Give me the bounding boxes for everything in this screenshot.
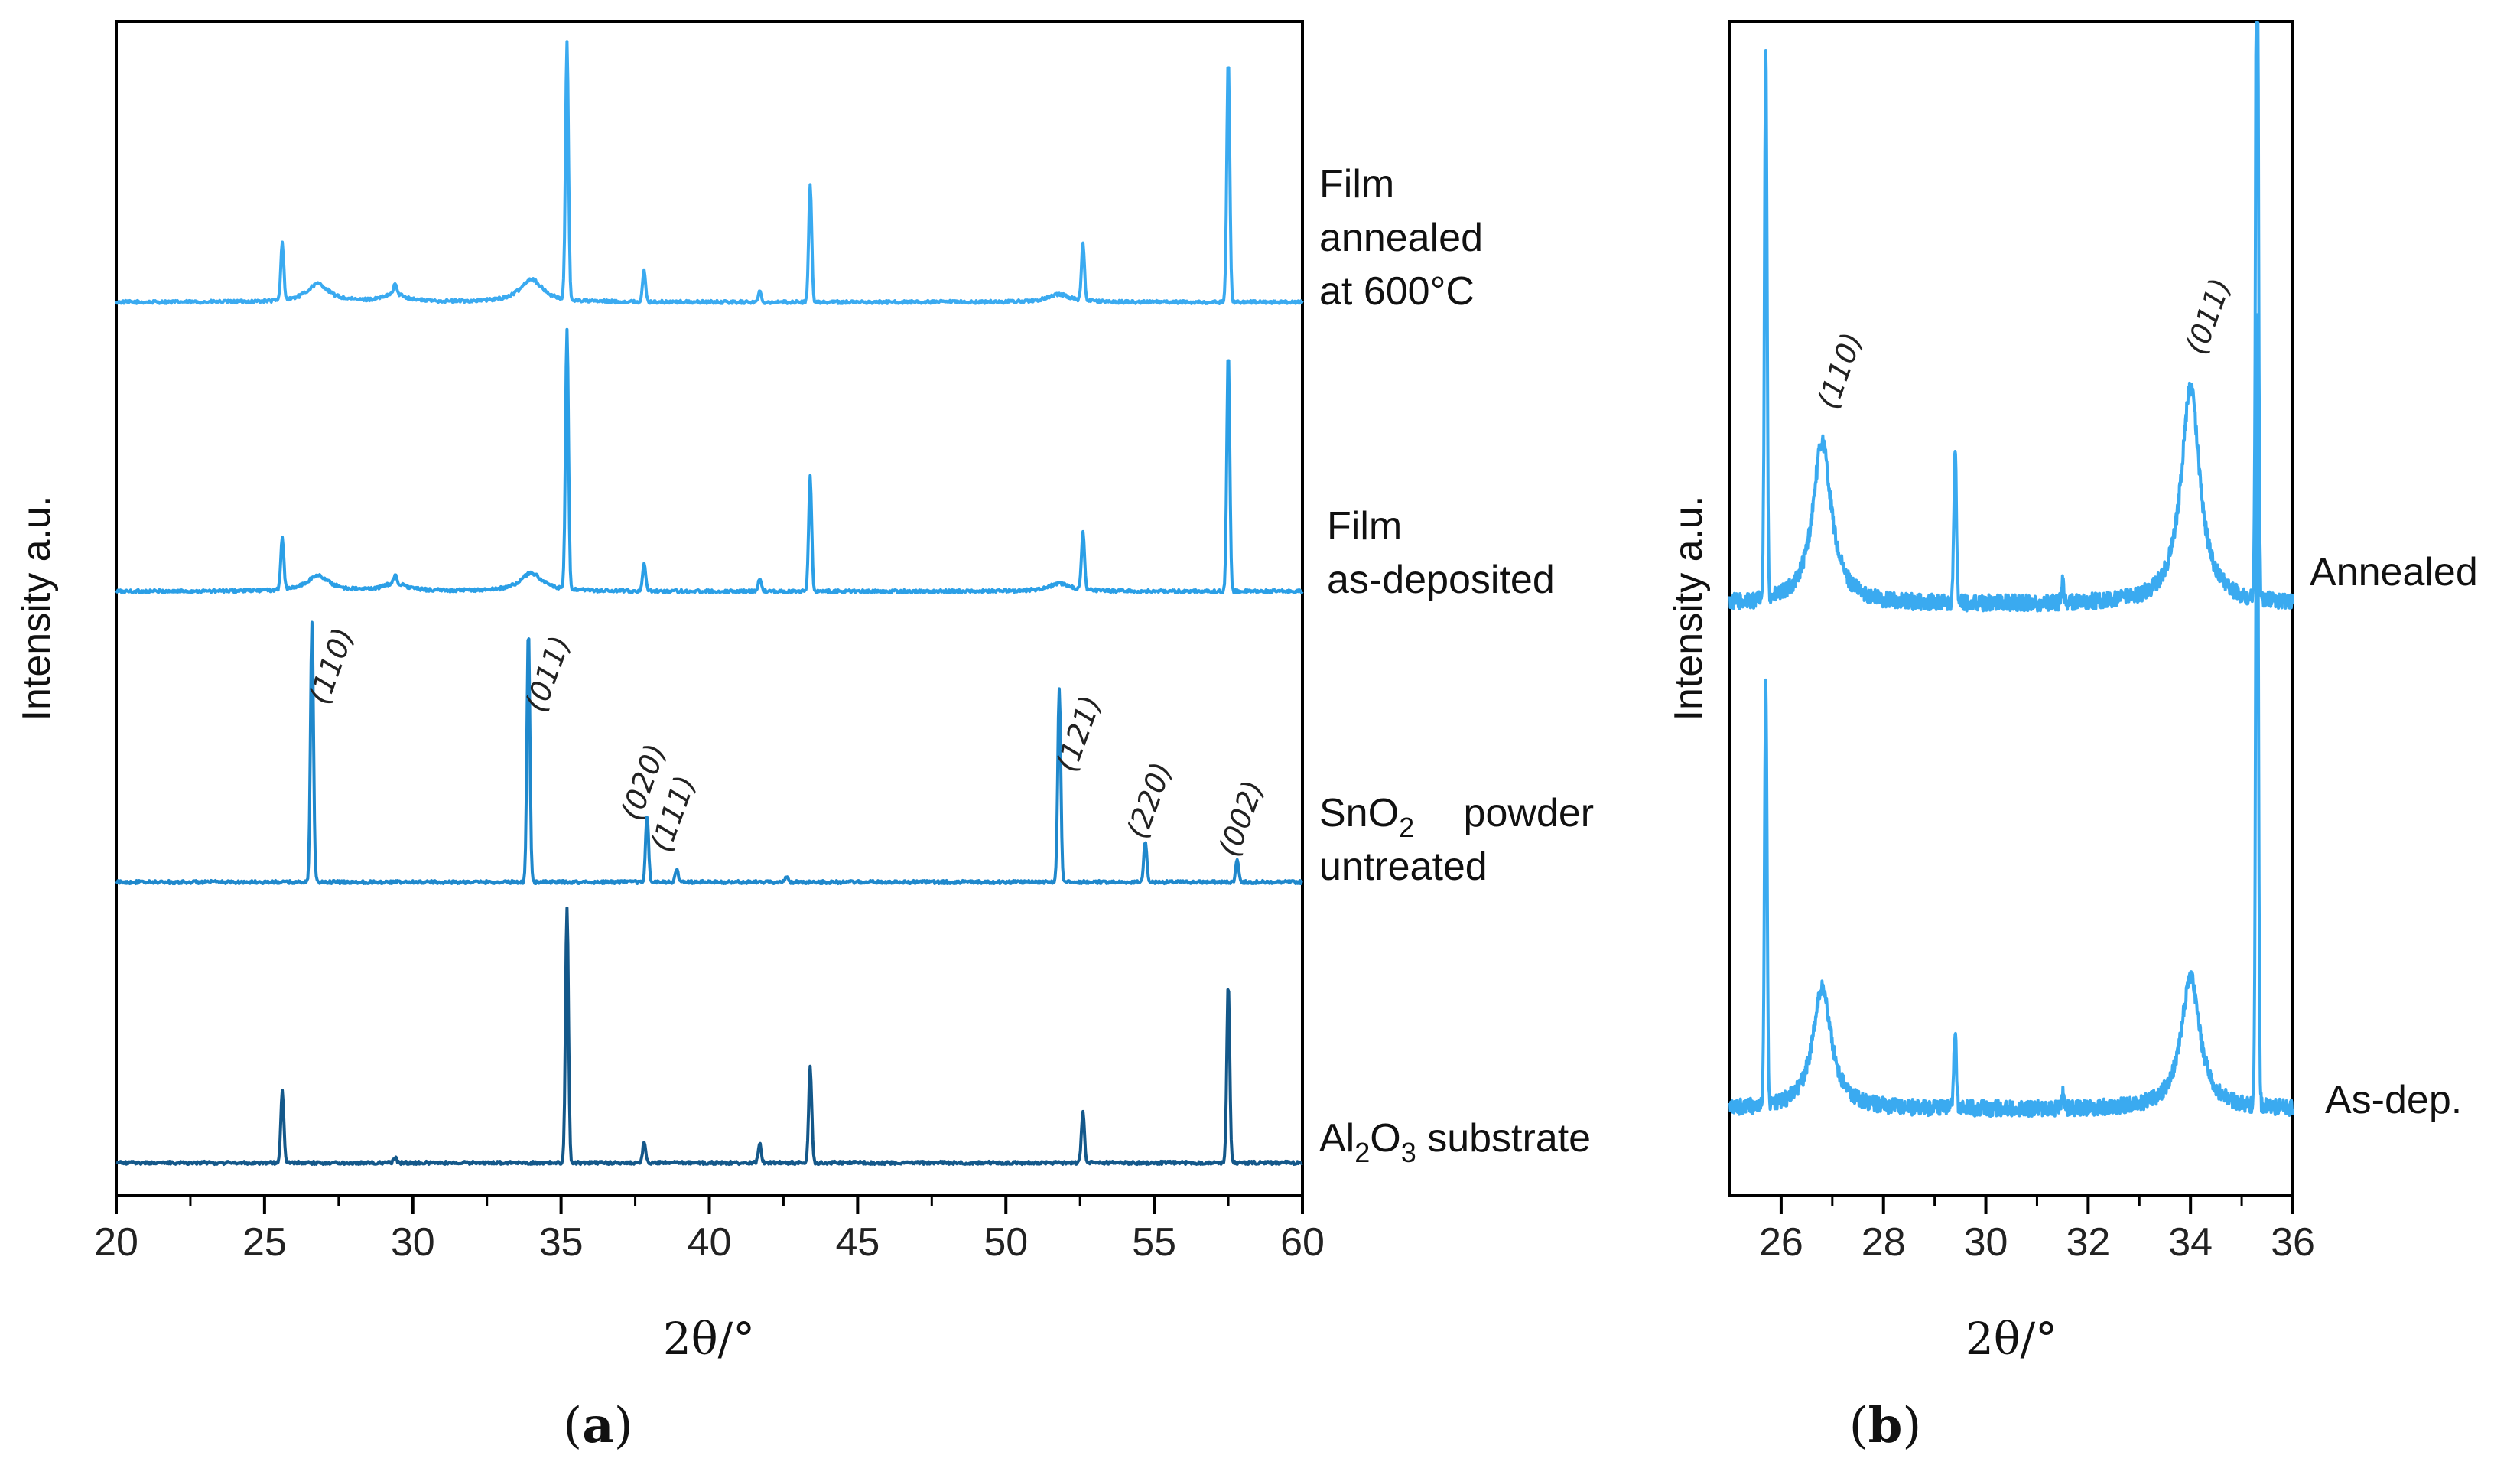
panel-a-chart: 20 25 30 35 40 45 50 55 60 (110) (011)(020)(111)(… (15, 20, 1594, 1454)
panel-b-x-axis-title: 2θ/° (1966, 1313, 2057, 1365)
panel-a-peak-annotations: (110) (011)(020)(111)(121)(220) (002) (302, 623, 1270, 861)
label-sno2-subscript: 2 (1399, 812, 1414, 843)
x-tick-label: 20 (94, 1220, 138, 1265)
label-al2o3-sub3: 3 (1401, 1137, 1416, 1168)
panel-b-label-letter: b (1868, 1397, 1903, 1454)
label-al2o3-o: O (1370, 1116, 1400, 1161)
panel-b-peak-annotations: (110) (011) (1811, 274, 2238, 413)
panel-a-label-close: ) (614, 1398, 633, 1454)
peak-annotation: (110) (1811, 328, 1869, 413)
x-tick-label: 45 (835, 1220, 880, 1265)
peak-annotation: (011) (2179, 274, 2237, 359)
panel-b-label-open: ( (1849, 1398, 1868, 1454)
series-line-a-1 (115, 327, 1304, 594)
label-al2o3: Al2O3 substrate (1319, 1116, 1591, 1168)
x-tick-label: 25 (242, 1220, 287, 1265)
panel-b-chart: 26 28 30 32 34 36 (110) (011) Annealed As-dep.… (1666, 20, 2478, 1454)
panel-a-label-letter: a (582, 1397, 613, 1454)
label-film-annealed-line3: at 600°C (1319, 269, 1475, 314)
label-asdep-b: As-dep. (2325, 1078, 2462, 1122)
panel-a-label-open: ( (563, 1398, 582, 1454)
label-film-asdep-line1: Film (1327, 504, 1402, 549)
x-tick-label: 40 (688, 1220, 732, 1265)
series-line-b-1 (1728, 313, 2294, 1118)
series-line-a-3 (115, 906, 1303, 1166)
label-film-annealed-line2: annealed (1319, 216, 1483, 260)
x-tick-label: 32 (2066, 1220, 2110, 1265)
label-sno2-line2: untreated (1319, 845, 1488, 889)
series-line-a-0 (115, 40, 1304, 305)
panel-a-series (115, 40, 1304, 1166)
label-film-asdep-line2: as-deposited (1327, 558, 1555, 602)
label-sno2-powder: powder (1452, 791, 1594, 835)
x-tick-label: 60 (1280, 1220, 1325, 1265)
panel-a-plot-frame (115, 20, 1304, 1197)
panel-a-y-axis-title: Intensity a.u. (15, 496, 59, 721)
x-tick-label: 30 (1964, 1220, 2008, 1265)
label-film-annealed-line1: Film (1319, 162, 1394, 207)
label-sno2-line1: SnO2 powder (1319, 791, 1594, 843)
x-tick-label: 30 (391, 1220, 435, 1265)
x-tick-label: 55 (1132, 1220, 1176, 1265)
x-tick-label: 28 (1862, 1220, 1906, 1265)
panel-b-label-close: ) (1902, 1398, 1921, 1454)
panel-b-x-ticks: 26 28 30 32 34 36 (1759, 1196, 2315, 1265)
panel-a-x-ticks: 20 25 30 35 40 45 50 55 60 (94, 1196, 1325, 1265)
x-tick-label: 35 (539, 1220, 584, 1265)
label-al2o3-substrate: substrate (1416, 1116, 1591, 1161)
x-tick-label: 50 (984, 1220, 1028, 1265)
panel-b-y-axis-title: Intensity a.u. (1666, 496, 1711, 721)
panel-a-label: (a) (563, 1397, 632, 1454)
label-sno2-chem: SnO (1319, 791, 1399, 835)
peak-annotation: (220) (1120, 758, 1179, 843)
series-line-b-0 (1728, 21, 2294, 613)
panel-a-x-axis-title: 2θ/° (663, 1313, 755, 1365)
x-tick-label: 36 (2271, 1220, 2315, 1265)
panel-b-label: (b) (1849, 1397, 1922, 1454)
label-annealed-b: Annealed (2310, 550, 2478, 594)
panel-b-series (1728, 21, 2294, 1118)
x-tick-label: 26 (1759, 1220, 1803, 1265)
label-al2o3-al: Al (1319, 1116, 1354, 1161)
x-tick-label: 34 (2168, 1220, 2213, 1265)
label-al2o3-sub2: 2 (1354, 1137, 1370, 1168)
series-line-a-2 (115, 620, 1303, 885)
peak-annotation: (002) (1212, 776, 1270, 861)
